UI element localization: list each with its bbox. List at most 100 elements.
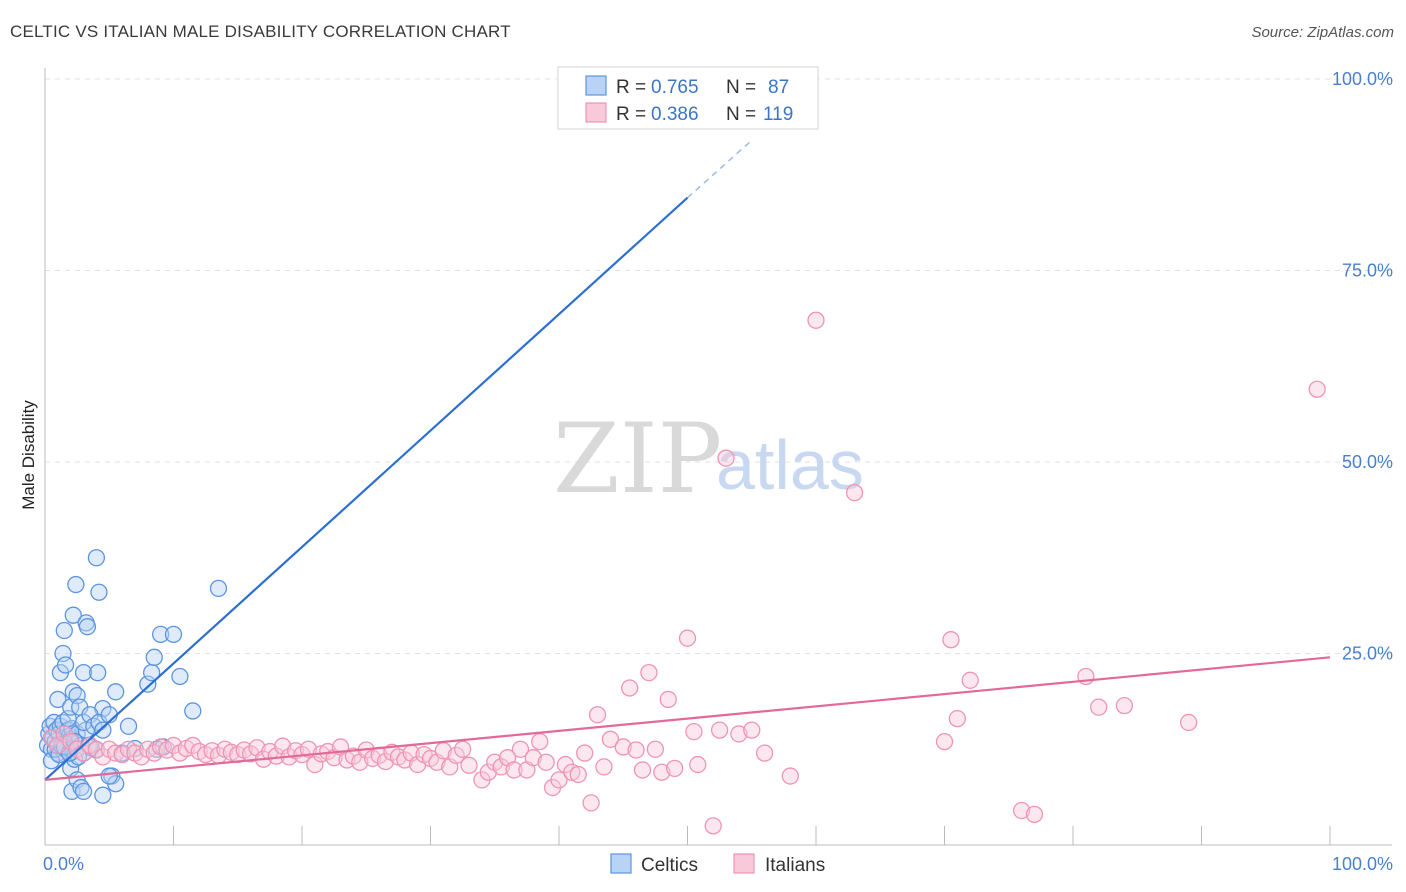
celtics-point [74,664,93,682]
italians-point [460,756,478,774]
italians-point [942,631,960,649]
italians-bottom-swatch [733,853,755,874]
italians-point [640,664,658,682]
italians-point [306,755,324,774]
italians-point [935,732,954,751]
tick-labels: 25.0% 50.0% 75.0% 100.0% 0.0% 100.0% [43,69,1393,874]
x-tick-label: 100.0% [1332,854,1393,874]
italians-point [107,744,125,762]
celtics-point [164,625,183,643]
celtics-point [78,618,97,636]
italians-point [678,629,697,647]
italians-point [550,771,568,789]
italians-point [1308,380,1326,398]
italians-point [453,740,472,758]
legend-n-label-celtics: N = [726,77,756,98]
italians-point [492,758,510,776]
legend-n-value-italians: 119 [763,104,793,125]
legend-n-value-celtics: 87 [768,77,789,98]
bottom-legend: Celtics Italians [610,853,825,876]
italians-point [621,679,639,697]
y-tick-label: 25.0% [1342,644,1393,664]
italians-point [479,763,497,781]
celtics-point [67,575,85,594]
watermark: ZIP atlas [553,403,864,515]
italians-point [755,744,774,762]
y-tick-label: 100.0% [1332,69,1393,89]
celtics-point [119,717,138,735]
legend-r-value-celtics: 0.765 [651,77,699,98]
y-axis-label: Male Disability [19,400,38,510]
italians-point [743,721,761,739]
celtics-legend-swatch [585,75,607,96]
celtics-trend-line [44,196,689,781]
italians-point [653,763,671,781]
italians-point [595,758,613,776]
italians-point [582,794,600,812]
italians-point [781,767,799,785]
italians-point [1090,698,1108,716]
italians-point [633,761,652,779]
legend-r-label-italians: R = [616,104,646,125]
italians-point [299,740,318,758]
italians-point [376,752,395,771]
celtics-point [64,606,82,624]
italians-point [447,746,465,765]
celtics-point [94,721,112,739]
legend-n-label-italians: N = [726,104,756,125]
y-tick-label: 75.0% [1342,261,1393,281]
source-label: Source: ZipAtlas.com [1251,24,1394,41]
italians-point [710,721,729,739]
italians-point [601,730,620,748]
italians-point [666,759,684,778]
celtics-trend-extension [687,139,753,199]
celtics-point [90,583,108,601]
legend: R = 0.765 N = 87 R = 0.386 N = 119 [557,66,819,130]
celtics-point [171,667,189,686]
grid [45,78,1392,654]
celtics-point [49,690,67,709]
italians-point [396,751,414,769]
celtics-point [55,621,73,640]
italians-point [1012,801,1031,820]
italians-point [646,740,665,758]
italians-point [524,749,542,767]
italians-bottom-label: Italians [765,855,825,876]
celtics-point [184,702,202,720]
italians-point [145,744,163,762]
celtics-point [107,683,125,701]
celtics-point [87,549,106,567]
celtics-bottom-label: Celtics [641,855,698,876]
italians-point [961,671,979,689]
italians-trend-line [44,656,1331,781]
italians-point [537,753,555,771]
italians-point [576,744,594,762]
celtics-point [89,664,107,682]
celtics-point [145,648,163,666]
italians-point [845,483,864,502]
x-tick-label: 0.0% [43,854,84,874]
italians-point [1180,713,1198,732]
italians-point [807,311,825,329]
watermark-zip: ZIP [553,403,722,515]
axes [44,68,1392,846]
italians-point [614,738,632,756]
italians-point [627,741,645,759]
italians-point [274,737,292,755]
celtics-point [100,767,118,785]
celtics-point [209,579,228,598]
italians-point [704,817,722,835]
italians-point [1025,805,1044,824]
y-tick-label: 50.0% [1342,452,1393,472]
italians-point [1115,696,1134,715]
italians-point [184,736,202,755]
legend-r-label-celtics: R = [616,77,646,98]
italians-point [717,449,735,467]
italians-point [511,740,530,758]
italians-point [531,732,549,751]
watermark-atlas: atlas [716,426,864,504]
celtics-bottom-swatch [610,853,632,874]
italians-points [42,311,1326,835]
italians-point [569,765,587,784]
